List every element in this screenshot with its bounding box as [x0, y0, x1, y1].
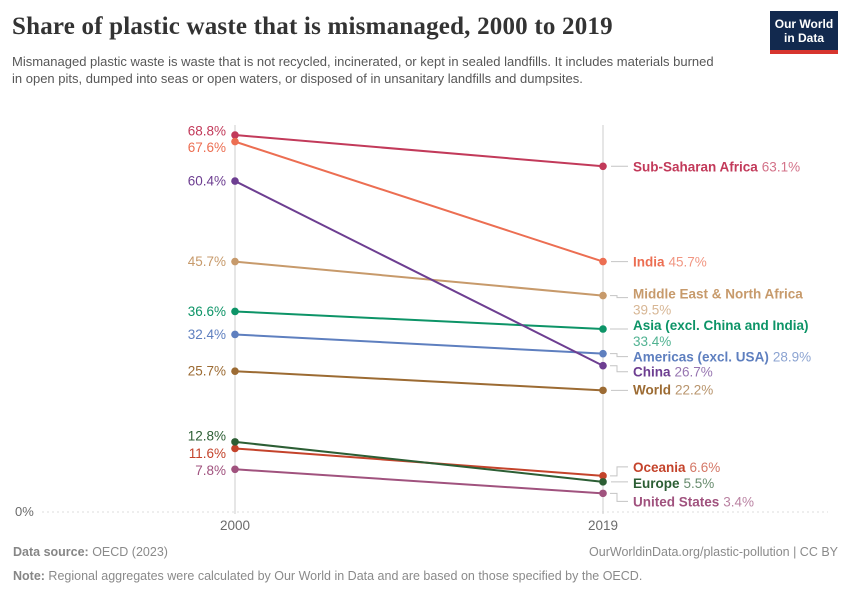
series-dot-united-states-2000[interactable] [231, 465, 239, 474]
series-label-world[interactable]: World 22.2% [633, 382, 713, 397]
series-dot-middle-east-north-africa-2000[interactable] [231, 257, 239, 266]
slope-chart: 0% 2000 2019 68.8% Sub-Saharan Africa 63.1% 67… [0, 112, 850, 544]
note-label: Note: [13, 569, 45, 583]
series-dot-world-2019[interactable] [599, 386, 607, 395]
series-dot-united-states-2019[interactable] [599, 489, 607, 498]
series-line-asia-excl-china-and-india-[interactable] [234, 310, 604, 331]
data-source-value: OECD (2023) [88, 545, 168, 559]
series-label-oceania[interactable]: Oceania 6.6% [633, 459, 720, 474]
start-value-label-americas-excl-usa-: 32.4% [188, 327, 226, 342]
series-label-middle-east-north-africa[interactable]: Middle East & North Africa 39.5% [633, 286, 803, 317]
logo-red-stripe [770, 50, 838, 54]
owid-logo[interactable]: Our World in Data [770, 11, 838, 54]
start-value-label-united-states: 7.8% [195, 463, 226, 478]
chart-subtitle: Mismanaged plastic waste is waste that i… [12, 54, 714, 86]
series-line-united-states[interactable] [234, 468, 604, 495]
start-value-label-middle-east-north-africa: 45.7% [188, 254, 226, 269]
series-dot-americas-excl-usa--2000[interactable] [231, 330, 239, 339]
series-dot-oceania-2019[interactable] [599, 472, 607, 480]
series-line-china[interactable] [234, 180, 604, 367]
data-source-label: Data source: [13, 545, 89, 559]
slope-chart-canvas: 0% 2000 2019 68.8% Sub-Saharan Africa 63.1% 67… [15, 124, 828, 533]
series-dot-india-2000[interactable] [231, 137, 239, 146]
series-dot-europe-2000[interactable] [231, 438, 239, 446]
start-value-label-oceania: 11.6% [189, 446, 226, 461]
series-dot-middle-east-north-africa-2019[interactable] [599, 291, 607, 300]
series-dot-india-2019[interactable] [599, 257, 607, 266]
logo-text-line2: in Data [783, 31, 824, 45]
note: Note: Regional aggregates were calculate… [13, 568, 642, 584]
series-label-europe[interactable]: Europe 5.5% [633, 475, 714, 490]
series-dot-asia-excl-china-and-india--2000[interactable] [231, 307, 239, 316]
page-title: Share of plastic waste that is mismanage… [12, 13, 613, 40]
start-value-label-world: 25.7% [188, 364, 226, 379]
series-label-asia-excl-china-and-india-[interactable]: Asia (excl. China and India) 33.4% [633, 318, 809, 349]
label-connector-oceania [610, 466, 628, 477]
series-dot-americas-excl-usa--2019[interactable] [599, 349, 607, 358]
x-tick-2000: 2000 [220, 518, 250, 533]
series-dot-asia-excl-china-and-india--2019[interactable] [599, 325, 607, 333]
series-dot-china-2000[interactable] [231, 177, 239, 185]
y-tick-zero: 0% [15, 504, 34, 519]
series-label-united-states[interactable]: United States 3.4% [633, 494, 754, 509]
start-value-label-asia-excl-china-and-india-: 36.6% [188, 304, 226, 319]
label-connector-americas-excl-usa- [610, 353, 628, 358]
label-connector-china [610, 365, 628, 373]
series-line-europe[interactable] [234, 440, 604, 483]
data-source: Data source: OECD (2023) [13, 544, 168, 560]
series-dot-sub-saharan-africa-2000[interactable] [231, 131, 239, 139]
series-dot-europe-2019[interactable] [599, 478, 607, 486]
series-dot-china-2019[interactable] [599, 361, 607, 370]
series-line-sub-saharan-africa[interactable] [234, 134, 604, 168]
start-value-label-europe: 12.8% [188, 428, 226, 443]
attribution-link[interactable]: OurWorldinData.org/plastic-pollution | C… [589, 545, 838, 559]
series-dot-world-2000[interactable] [231, 367, 239, 375]
chart-footer: Data source: OECD (2023) OurWorldinData.… [13, 544, 838, 592]
start-value-label-china: 60.4% [188, 174, 226, 189]
series-dot-sub-saharan-africa-2019[interactable] [599, 162, 607, 171]
series-label-india[interactable]: India 45.7% [633, 254, 707, 269]
x-tick-2019: 2019 [588, 518, 618, 533]
label-connector-united-states [610, 492, 628, 502]
label-connector-middle-east-north-africa [610, 295, 628, 299]
series-dot-oceania-2000[interactable] [231, 444, 239, 453]
start-value-label-india: 67.6% [188, 140, 226, 155]
series-line-world[interactable] [234, 370, 604, 392]
series-label-americas-excl-usa-[interactable]: Americas (excl. USA) 28.9% [633, 349, 811, 364]
series-line-americas-excl-usa-[interactable] [234, 333, 604, 355]
note-value: Regional aggregates were calculated by O… [44, 569, 643, 583]
logo-text-line1: Our World [774, 17, 834, 31]
series-line-india[interactable] [234, 140, 604, 263]
series-label-china[interactable]: China 26.7% [633, 364, 713, 379]
series-label-sub-saharan-africa[interactable]: Sub-Saharan Africa 63.1% [633, 159, 800, 174]
start-value-label-sub-saharan-africa: 68.8% [188, 124, 226, 139]
series-line-middle-east-north-africa[interactable] [234, 260, 604, 297]
